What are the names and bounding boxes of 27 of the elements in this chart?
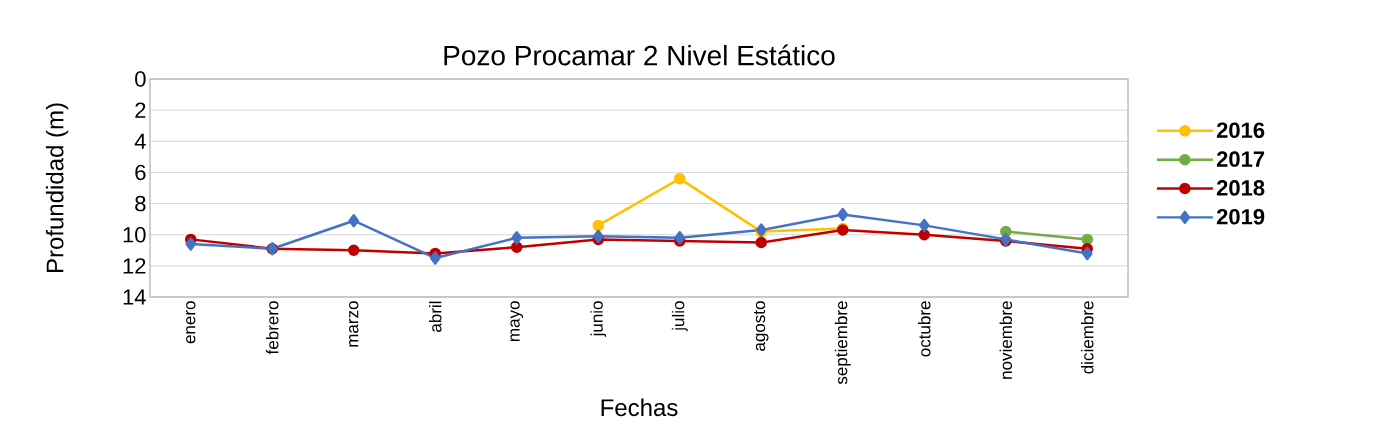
legend-label: 2018 xyxy=(1216,180,1265,196)
x-tick-label: enero xyxy=(186,301,196,344)
x-tick-label: agosto xyxy=(754,301,769,351)
x-tick-label: julio xyxy=(671,301,688,332)
x-axis-title: Fechas xyxy=(601,398,678,417)
legend-label: 2016 xyxy=(1216,122,1265,139)
y-tick-label: 4 xyxy=(134,133,146,149)
x-tick-label: mayo xyxy=(510,301,524,341)
legend-label: 2019 xyxy=(1216,208,1265,225)
x-tick-label: septiembre xyxy=(834,301,851,385)
x-tick-label: marzo xyxy=(349,301,359,347)
x-tick-label: diciembre xyxy=(1081,301,1094,374)
y-tick-label: 6 xyxy=(135,164,146,181)
y-tick-label: 2 xyxy=(135,102,146,118)
x-tick-label: junio xyxy=(590,301,607,337)
x-tick-label: abril xyxy=(429,301,442,332)
chart-title: Pozo Procamar 2 Nivel Estático xyxy=(444,44,835,66)
y-tick-label: 12 xyxy=(123,258,146,274)
legend-label: 2017 xyxy=(1216,151,1265,167)
y-tick-label: 10 xyxy=(123,226,146,243)
x-tick-label: febrero xyxy=(266,301,279,355)
y-tick-label: 14 xyxy=(123,289,146,305)
y-tick-label: 8 xyxy=(135,195,146,212)
x-tick-label: octubre xyxy=(918,301,931,357)
x-tick-label: noviembre xyxy=(999,301,1013,379)
y-tick-label: 0 xyxy=(135,71,146,87)
y-axis-title: Profundidad (m) xyxy=(45,103,69,273)
